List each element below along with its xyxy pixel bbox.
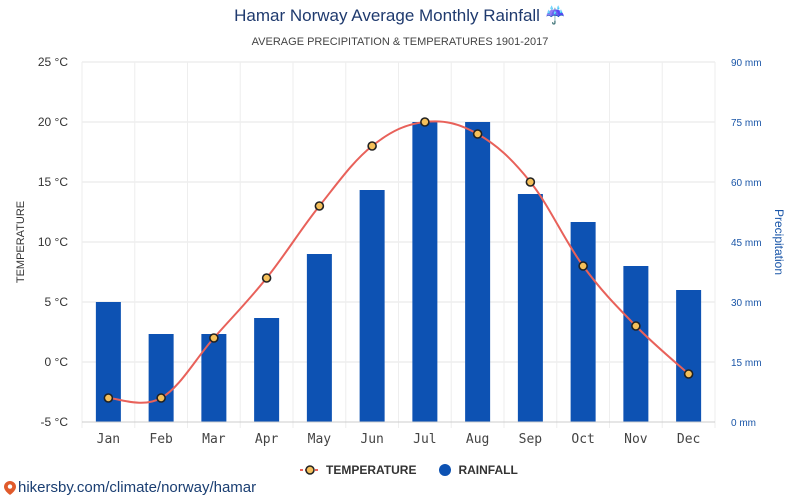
x-tick-label: Dec — [677, 432, 700, 447]
temperature-point-nov — [631, 321, 641, 331]
y-left-tick-label: 25 °C — [38, 55, 68, 69]
footer-text: hikersby.com/climate/norway/hamar — [18, 479, 257, 496]
x-tick-label: Jan — [97, 432, 120, 447]
y-right-tick-label: 15 mm — [731, 358, 762, 369]
chart-title: Hamar Norway Average Monthly Rainfall ☔ — [234, 6, 566, 25]
y-left-tick-label: 20 °C — [38, 115, 68, 129]
bar-apr — [254, 318, 280, 422]
legend-label-rainfall: RAINFALL — [458, 463, 518, 477]
bar-jul — [412, 122, 438, 422]
x-tick-label: Mar — [202, 432, 226, 447]
temperature-point-mar — [209, 333, 219, 343]
temperature-point-apr — [261, 273, 272, 283]
legend-item-temperature[interactable]: TEMPERATURE — [300, 463, 416, 477]
bar-aug — [465, 122, 491, 422]
y-right-axis-title: Precipitation — [772, 209, 786, 275]
y-right-tick-label: 0 mm — [731, 418, 756, 429]
bar-jun — [359, 190, 385, 422]
legend-line-marker-icon — [300, 465, 320, 475]
bar-nov — [623, 266, 649, 422]
y-left-tick-label: 15 °C — [38, 175, 68, 189]
footer-link[interactable]: hikersby.com/climate/norway/hamar — [4, 479, 256, 496]
y-right-tick-label: 30 mm — [731, 298, 762, 309]
x-tick-label: Oct — [571, 432, 594, 447]
x-tick-label: Sep — [519, 432, 543, 447]
temperature-line — [108, 120, 690, 404]
bar-feb — [148, 334, 174, 422]
y-right-tick-label: 75 mm — [731, 118, 762, 129]
y-left-tick-label: -5 °C — [41, 415, 69, 429]
bar-sep — [517, 194, 543, 422]
temperature-point-may — [314, 201, 325, 211]
x-tick-label: Jun — [360, 432, 383, 447]
temperature-point-dec — [683, 369, 694, 379]
legend-label-temperature: TEMPERATURE — [326, 463, 417, 477]
x-tick-label: May — [308, 432, 332, 447]
y-right-tick-label: 60 mm — [731, 178, 762, 189]
legend: TEMPERATURE RAINFALL — [300, 463, 518, 477]
legend-item-rainfall[interactable]: RAINFALL — [438, 463, 518, 477]
temperature-point-jun — [367, 141, 377, 151]
temperature-point-sep — [525, 177, 536, 187]
axis-layer: -5 °C 0 mm 0 °C 15 mm 5 °C 30 mm 10 °C 45 mm 15 … — [15, 55, 786, 447]
temperature-point-jul — [420, 117, 430, 127]
legend-circle-icon — [439, 464, 452, 476]
y-right-tick-label: 90 mm — [731, 58, 762, 69]
y-left-tick-label: 0 °C — [45, 355, 69, 369]
bar-dec — [676, 290, 702, 422]
bar-may — [306, 254, 332, 422]
x-tick-label: Aug — [466, 432, 489, 447]
x-tick-label: Jul — [413, 432, 436, 447]
y-right-tick-label: 45 mm — [731, 238, 762, 249]
chart-subtitle: AVERAGE PRECIPITATION & TEMPERATURES 190… — [251, 36, 549, 48]
x-tick-label: Nov — [624, 432, 648, 447]
y-left-tick-label: 5 °C — [45, 295, 69, 309]
bar-jan — [95, 302, 121, 422]
line-layer — [103, 117, 694, 404]
temperature-point-oct — [578, 261, 588, 271]
x-tick-label: Apr — [255, 432, 279, 447]
x-tick-label: Feb — [149, 432, 173, 447]
grid-layer — [81, 61, 716, 428]
y-left-tick-label: 10 °C — [38, 235, 68, 249]
temperature-point-aug — [472, 129, 483, 139]
temperature-point-feb — [156, 393, 166, 403]
y-left-axis-title: TEMPERATURE — [15, 201, 27, 283]
map-pin-icon — [4, 480, 16, 495]
temperature-point-jan — [103, 393, 114, 403]
